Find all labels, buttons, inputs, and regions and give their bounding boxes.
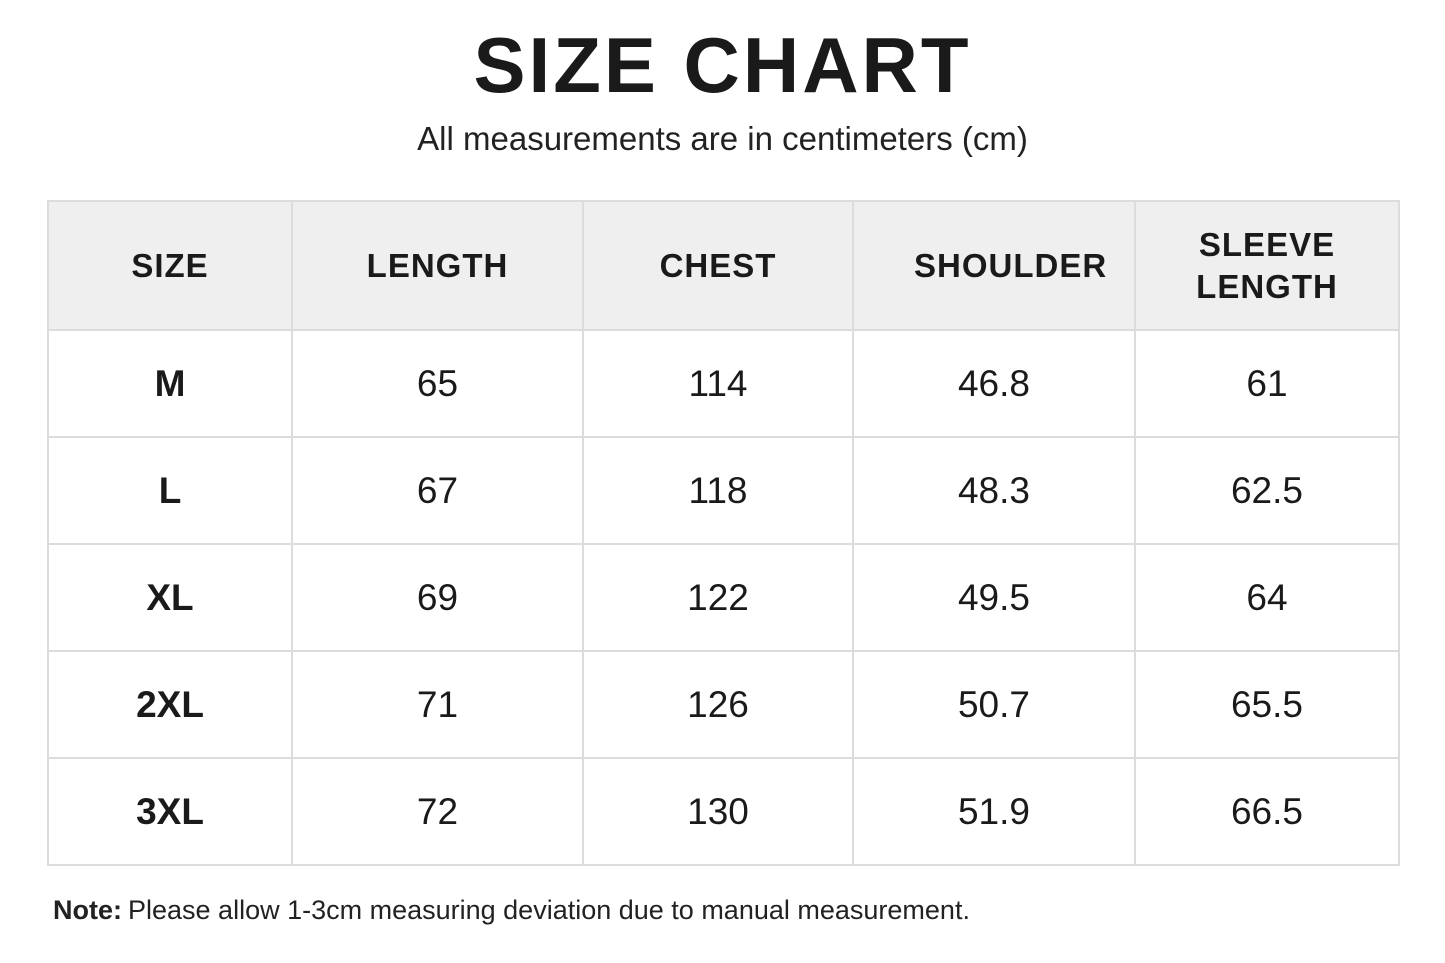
table-row: 2XL 71 126 50.7 65.5 — [47, 650, 1400, 759]
measure-cell: 72 — [291, 757, 584, 866]
table-row: L 67 118 48.3 62.5 — [47, 436, 1400, 545]
table-row: XL 69 122 49.5 64 — [47, 543, 1400, 652]
column-header: CHEST — [582, 200, 854, 331]
subtitle: All measurements are in centimeters (cm) — [417, 120, 1028, 157]
note-label: Note: — [53, 895, 122, 925]
column-header: LENGTH — [291, 200, 584, 331]
column-header-text: CHEST — [659, 246, 777, 284]
size-cell: XL — [47, 543, 293, 652]
note: Note: Please allow 1-3cm measuring deviat… — [53, 892, 970, 928]
size-cell: M — [47, 329, 293, 438]
measure-cell: 122 — [582, 543, 854, 652]
measure-cell: 69 — [291, 543, 584, 652]
measure-cell: 130 — [582, 757, 854, 866]
table-row: 3XL 72 130 51.9 66.5 — [47, 757, 1400, 866]
size-cell: L — [47, 436, 293, 545]
column-header: SIZE — [47, 200, 293, 331]
column-header: SHOULDER — [852, 200, 1136, 331]
header-row: SIZE LENGTH CHEST SHOULDER SLEEVE LENGTH — [47, 200, 1400, 331]
size-table: SIZE LENGTH CHEST SHOULDER SLEEVE LENGTH M 65… — [47, 200, 1400, 866]
measure-cell: 65 — [291, 329, 584, 438]
measure-cell: 50.7 — [852, 650, 1136, 759]
column-header-text: SHOULDER — [914, 246, 1108, 284]
measure-cell: 126 — [582, 650, 854, 759]
column-header: SLEEVE LENGTH — [1134, 200, 1400, 331]
title: SIZE CHART — [473, 21, 972, 109]
measure-cell: 48.3 — [852, 436, 1136, 545]
measure-cell: 66.5 — [1134, 757, 1400, 866]
size-cell: 3XL — [47, 757, 293, 866]
column-header-text: SLEEVE LENGTH — [1196, 225, 1338, 305]
measure-cell: 114 — [582, 329, 854, 438]
measure-cell: 67 — [291, 436, 584, 545]
measure-cell: 118 — [582, 436, 854, 545]
size-cell: 2XL — [47, 650, 293, 759]
note-text: Please allow 1-3cm measuring deviation d… — [128, 895, 970, 925]
measure-cell: 64 — [1134, 543, 1400, 652]
measure-cell: 61 — [1134, 329, 1400, 438]
column-header-text: SIZE — [131, 246, 209, 284]
table-row: M 65 114 46.8 61 — [47, 329, 1400, 438]
measure-cell: 49.5 — [852, 543, 1136, 652]
measure-cell: 51.9 — [852, 757, 1136, 866]
measure-cell: 71 — [291, 650, 584, 759]
measure-cell: 65.5 — [1134, 650, 1400, 759]
measure-cell: 62.5 — [1134, 436, 1400, 545]
measure-cell: 46.8 — [852, 329, 1136, 438]
column-header-text: LENGTH — [366, 246, 509, 284]
table-body: M 65 114 46.8 61 L 67 118 48.3 62.5 XL 69 122 49.5 64 2… — [47, 329, 1400, 866]
